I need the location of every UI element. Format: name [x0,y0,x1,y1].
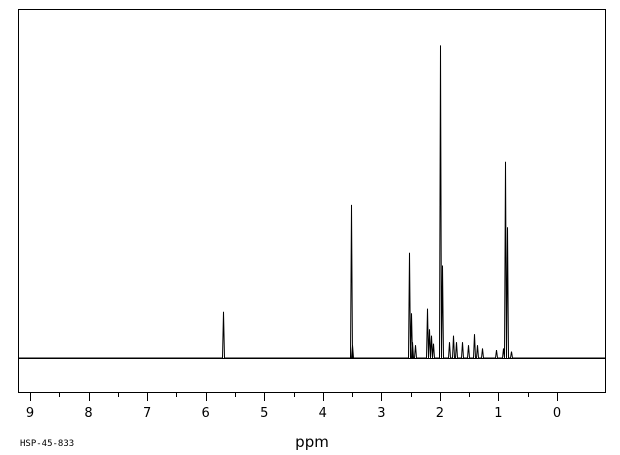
spectrum-code-label: HSP-45-833 [20,439,74,449]
tick-label: 0 [553,406,561,421]
tick-label: 7 [143,406,151,421]
tick-label: 3 [377,406,385,421]
tick-label: 5 [260,406,268,421]
tick-label: 6 [202,406,210,421]
tick-label: 1 [494,406,502,421]
x-axis-title: ppm [295,433,329,451]
spectrum-trace [19,45,605,359]
x-axis-ticks [30,393,558,401]
tick-label: 8 [84,406,92,421]
plot-frame [18,9,606,393]
tick-label: 4 [319,406,327,421]
tick-label: 2 [436,406,444,421]
x-axis-tick-labels: 9 8 7 6 5 4 3 2 1 0 [26,406,561,421]
tick-label: 9 [26,406,34,421]
